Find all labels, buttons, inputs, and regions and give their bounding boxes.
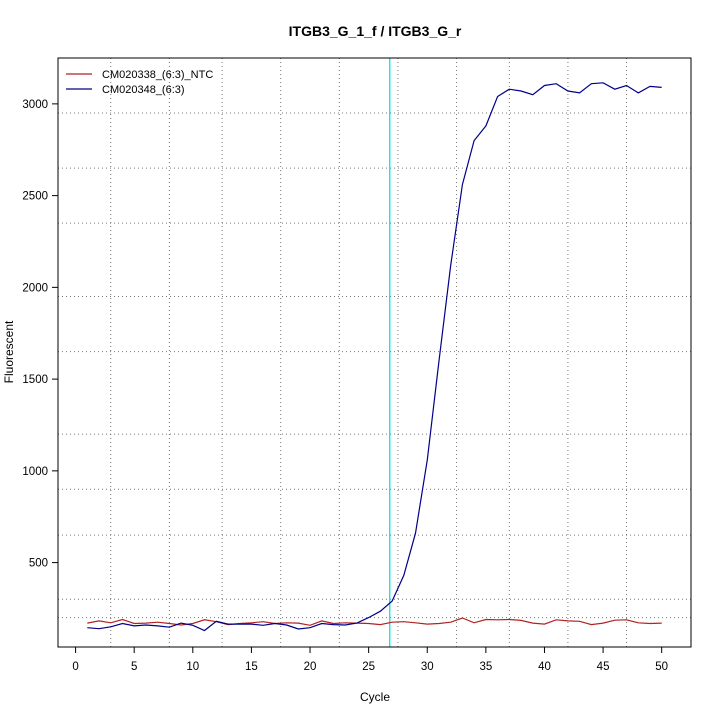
legend-label-2: CM020348_(6:3) bbox=[102, 84, 185, 96]
chart-title: ITGB3_G_1_f / ITGB3_G_r bbox=[289, 23, 462, 39]
x-tick-label: 30 bbox=[421, 661, 434, 673]
legend: CM020338_(6:3)_NTC CM020348_(6:3) bbox=[66, 69, 213, 96]
x-tick-label: 50 bbox=[655, 661, 668, 673]
series-line-2 bbox=[87, 82, 662, 632]
plot-frame bbox=[57, 57, 692, 648]
x-tick-label: 20 bbox=[304, 661, 317, 673]
y-tick-label: 2000 bbox=[22, 282, 48, 294]
x-axis: 0 5 10 15 20 25 30 35 40 45 50 bbox=[72, 647, 668, 673]
y-tick-label: 3000 bbox=[22, 99, 48, 111]
x-tick-label: 25 bbox=[362, 661, 375, 673]
y-tick-label: 1500 bbox=[22, 374, 48, 386]
series-line-1 bbox=[87, 617, 662, 626]
x-tick-label: 0 bbox=[72, 661, 78, 673]
x-tick-label: 5 bbox=[131, 661, 137, 673]
x-tick-label: 15 bbox=[245, 661, 258, 673]
y-tick-label: 500 bbox=[29, 558, 48, 570]
x-tick-label: 35 bbox=[479, 661, 492, 673]
x-tick-label: 40 bbox=[538, 661, 551, 673]
x-tick-label: 10 bbox=[186, 661, 199, 673]
x-axis-label: Cycle bbox=[360, 690, 390, 704]
legend-label-1: CM020338_(6:3)_NTC bbox=[102, 69, 213, 81]
y-axis: 500 1000 1500 2000 2500 3000 bbox=[22, 99, 58, 570]
data-series bbox=[87, 82, 662, 632]
y-tick-label: 2500 bbox=[22, 191, 48, 203]
y-axis-label: Fluorescent bbox=[2, 320, 16, 383]
x-tick-label: 45 bbox=[597, 661, 610, 673]
grid-lines bbox=[58, 58, 691, 647]
y-tick-label: 1000 bbox=[22, 466, 48, 478]
